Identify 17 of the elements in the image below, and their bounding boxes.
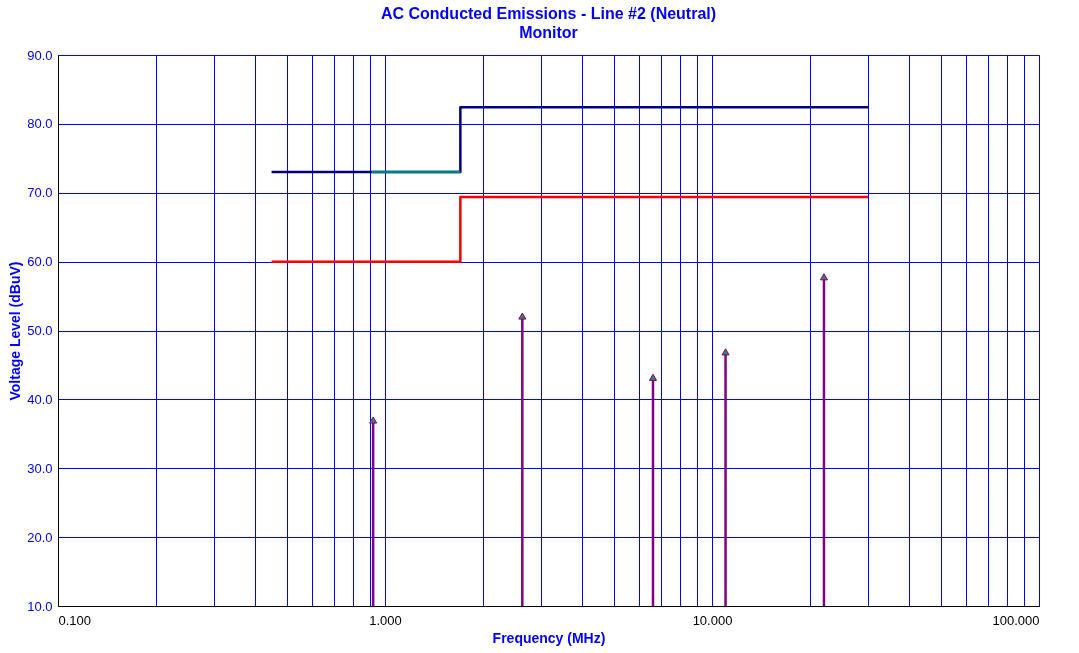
y-axis-title: Voltage Level (dBuV)	[7, 261, 24, 401]
y-tick-label: 70.0	[27, 185, 53, 201]
y-tick-label: 30.0	[27, 460, 53, 476]
y-tick-label: 90.0	[27, 47, 53, 63]
x-tick-label: 0.100	[58, 612, 92, 628]
x-tick-label: 10.000	[692, 612, 733, 628]
chart-subtitle: Monitor	[519, 24, 578, 41]
y-tick-label: 50.0	[27, 323, 53, 338]
y-tick-label: 20.0	[27, 529, 53, 545]
y-tick-label: 10.0	[27, 598, 53, 614]
y-tick-label: 80.0	[27, 116, 53, 132]
x-tick-label: 100.000	[992, 612, 1040, 628]
x-axis-title: Frequency (MHz)	[492, 629, 606, 646]
x-tick-label: 1.000	[369, 612, 402, 628]
y-tick-label: 60.0	[27, 254, 53, 270]
y-tick-label: 40.0	[27, 391, 53, 407]
chart-title: AC Conducted Emissions - Line #2 (Neutral)	[380, 5, 717, 22]
